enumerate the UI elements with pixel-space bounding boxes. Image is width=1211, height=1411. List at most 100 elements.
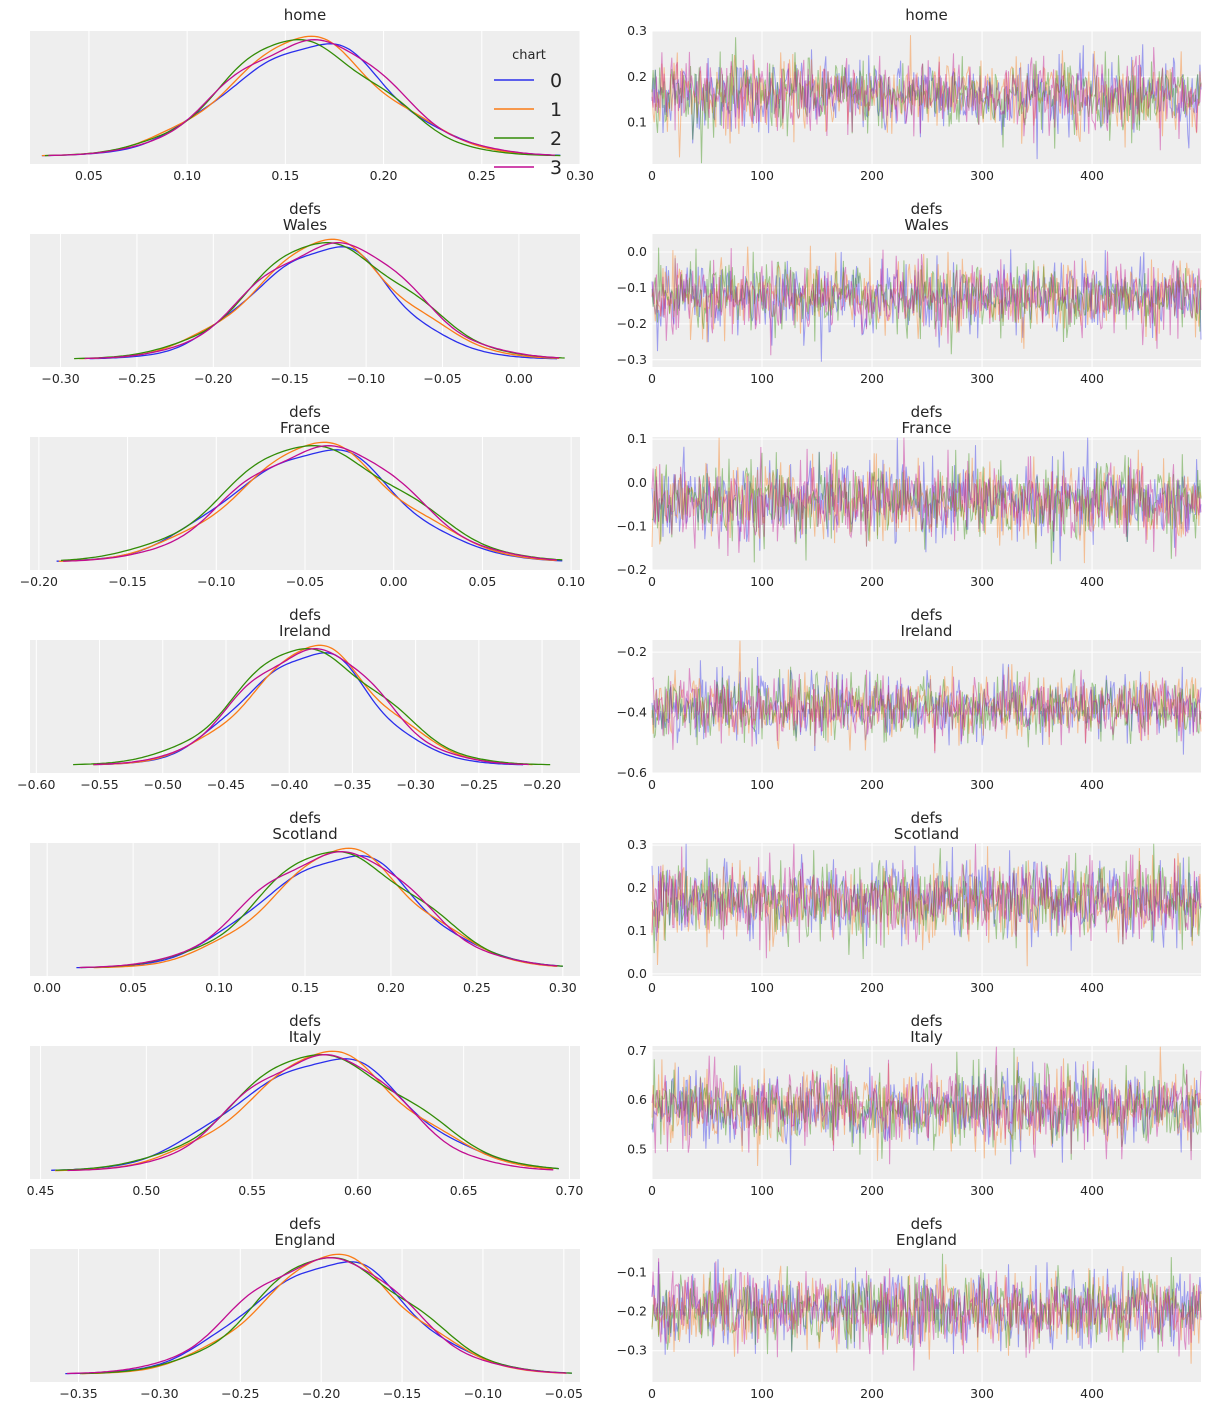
trace-line-chain-1 xyxy=(651,35,1202,158)
x-tick-label: −0.20 xyxy=(194,371,232,386)
y-tick-label: 0.6 xyxy=(627,1092,647,1107)
x-tick-label: 200 xyxy=(860,371,884,386)
legend-label-chain-1: 1 xyxy=(550,99,562,121)
y-tick-label: −0.2 xyxy=(617,644,647,659)
panel-subtitle: Italy xyxy=(910,1028,943,1046)
x-tick-label: 100 xyxy=(750,574,774,589)
x-tick-label: 0.05 xyxy=(75,168,103,183)
kde-line-chain-3 xyxy=(67,1054,554,1172)
kde-line-chain-3 xyxy=(66,1257,567,1375)
panel-title: home xyxy=(905,6,948,24)
trace-line-chain-1 xyxy=(651,846,1202,967)
x-tick-label: 0 xyxy=(648,1386,656,1401)
y-tick-label: 0.1 xyxy=(627,431,647,446)
x-tick-label: 0.00 xyxy=(505,371,533,386)
kde-line-chain-1 xyxy=(55,1050,554,1172)
x-tick-label: 0.10 xyxy=(173,168,201,183)
panel-subtitle: England xyxy=(896,1231,957,1249)
kde-line-chain-1 xyxy=(79,238,560,360)
legend: chart 0 1 2 3 xyxy=(494,48,562,179)
y-tick-label: 0.2 xyxy=(627,880,647,895)
x-tick-label: 0.50 xyxy=(132,1183,160,1198)
legend-label-chain-3: 3 xyxy=(550,157,562,179)
x-tick-label: 400 xyxy=(1080,980,1104,995)
panel-title: defs xyxy=(911,403,943,421)
y-tick-label: 0.1 xyxy=(627,923,647,938)
kde-line-chain-2 xyxy=(44,39,561,157)
panel-subtitle: Ireland xyxy=(279,622,331,640)
trace-line-chain-3 xyxy=(651,437,1202,557)
x-tick-label: 0 xyxy=(648,980,656,995)
x-tick-label: 400 xyxy=(1080,371,1104,386)
panel-subtitle: Wales xyxy=(904,216,948,234)
x-tick-label: 0.30 xyxy=(549,980,577,995)
y-tick-label: −0.3 xyxy=(617,352,647,367)
panel-subtitle: Wales xyxy=(283,216,327,234)
trace-line-chain-0 xyxy=(651,44,1202,160)
x-tick-label: −0.35 xyxy=(333,777,371,792)
x-tick-label: 0.10 xyxy=(557,574,585,589)
trace-line-chain-1 xyxy=(651,1264,1202,1364)
y-tick-label: −0.2 xyxy=(617,562,647,577)
x-tick-label: 0.55 xyxy=(238,1183,266,1198)
trace-line-chain-3 xyxy=(651,1258,1202,1371)
x-tick-label: 0.00 xyxy=(380,574,408,589)
y-tick-label: 0.5 xyxy=(627,1141,647,1156)
x-tick-label: 200 xyxy=(860,1183,884,1198)
x-tick-label: 300 xyxy=(970,574,994,589)
x-tick-label: −0.25 xyxy=(460,777,498,792)
kde-panel xyxy=(30,31,580,164)
y-tick-label: 0.2 xyxy=(627,69,647,84)
panel-title: defs xyxy=(289,200,321,218)
kde-line-chain-1 xyxy=(93,644,533,766)
x-tick-label: 100 xyxy=(750,1183,774,1198)
trace-line-chain-3 xyxy=(651,248,1202,356)
trace-panel xyxy=(652,437,1201,570)
x-tick-label: 400 xyxy=(1080,168,1104,183)
legend-label-chain-0: 0 xyxy=(550,70,562,92)
trace-line-chain-0 xyxy=(651,1059,1202,1166)
panel-subtitle: France xyxy=(902,419,952,437)
trace-line-chain-2 xyxy=(651,1047,1202,1160)
x-tick-label: 100 xyxy=(750,1386,774,1401)
kde-panel xyxy=(30,1046,580,1179)
x-tick-label: −0.15 xyxy=(108,574,146,589)
y-tick-label: 0.3 xyxy=(627,23,647,38)
x-tick-label: 100 xyxy=(750,777,774,792)
x-tick-label: 0.20 xyxy=(377,980,405,995)
panel-subtitle: France xyxy=(280,419,330,437)
trace-line-chain-1 xyxy=(651,245,1202,349)
trace-line-chain-3 xyxy=(651,668,1202,754)
x-tick-label: −0.20 xyxy=(523,777,561,792)
panel-title: defs xyxy=(911,809,943,827)
x-tick-label: 0 xyxy=(648,777,656,792)
trace-line-chain-2 xyxy=(651,247,1202,355)
trace-line-chain-3 xyxy=(651,843,1202,959)
panel-title: defs xyxy=(289,1012,321,1030)
kde-panel xyxy=(30,1249,580,1382)
panel-subtitle: England xyxy=(275,1231,336,1249)
kde-line-chain-3 xyxy=(48,39,555,157)
panel-subtitle: Italy xyxy=(289,1028,322,1046)
x-tick-label: −0.45 xyxy=(207,777,245,792)
x-tick-label: 0.05 xyxy=(119,980,147,995)
x-tick-label: −0.10 xyxy=(197,574,235,589)
trace-line-chain-0 xyxy=(651,437,1202,562)
x-tick-label: 0.25 xyxy=(463,980,491,995)
kde-line-chain-0 xyxy=(89,246,558,360)
y-tick-label: −0.2 xyxy=(617,1304,647,1319)
trace-panel xyxy=(652,843,1201,976)
x-tick-label: −0.40 xyxy=(270,777,308,792)
y-tick-label: −0.4 xyxy=(617,705,647,720)
kde-line-chain-3 xyxy=(79,851,558,969)
trace-panel xyxy=(652,1249,1201,1382)
x-tick-label: −0.20 xyxy=(302,1386,340,1401)
trace-line-chain-2 xyxy=(651,37,1202,164)
trace-panel xyxy=(652,31,1201,164)
kde-line-chain-1 xyxy=(81,1253,567,1375)
panel-title: defs xyxy=(289,403,321,421)
panel-subtitle: Scotland xyxy=(894,825,959,843)
x-tick-label: 100 xyxy=(750,168,774,183)
kde-line-chain-2 xyxy=(55,1054,559,1171)
